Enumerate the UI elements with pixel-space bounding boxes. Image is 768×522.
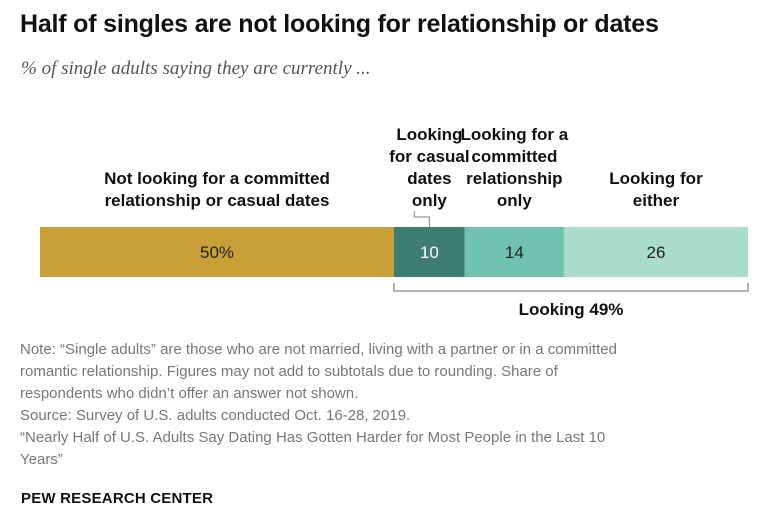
bar-value-label: 14	[505, 243, 524, 262]
bar-value-label: 10	[420, 243, 439, 262]
bar-segment	[394, 227, 465, 277]
bar-value-label: 50%	[200, 243, 234, 262]
note-line: romantic relationship. Figures may not a…	[20, 363, 558, 380]
series-label: Not looking for a committed relationship …	[104, 169, 330, 210]
brand-logo-text: PEW RESEARCH CENTER	[21, 490, 214, 507]
bar-value-label: 26	[646, 243, 665, 262]
bar-segment	[563, 227, 748, 277]
series-label: Looking for a committed relationship only	[461, 125, 569, 210]
subtotal-bracket	[393, 283, 749, 292]
stacked-bar-chart: 50% 10 14 26 Not looking for a committed rela…	[40, 125, 749, 319]
series-label: Looking for casual dates only	[389, 125, 469, 210]
chart-title: Half of singles are not looking for rela…	[20, 10, 659, 38]
report-title-line: Years”	[20, 451, 63, 468]
chart-subtitle: % of single adults saying they are curre…	[21, 58, 371, 79]
note-line: respondents who didn’t offer an answer n…	[20, 385, 359, 402]
note-line: Note: “Single adults” are those who are …	[20, 341, 617, 358]
series-label: Looking for either	[609, 169, 703, 210]
source-line: Source: Survey of U.S. adults conducted …	[20, 407, 411, 424]
leader-line	[413, 211, 431, 227]
bar-segment	[40, 227, 394, 277]
bar-segment	[464, 227, 564, 277]
note-block: Note: “Single adults” are those who are …	[20, 339, 750, 471]
report-title-line: “Nearly Half of U.S. Adults Say Dating H…	[20, 429, 606, 446]
subtotal-label: Looking 49%	[519, 300, 624, 319]
